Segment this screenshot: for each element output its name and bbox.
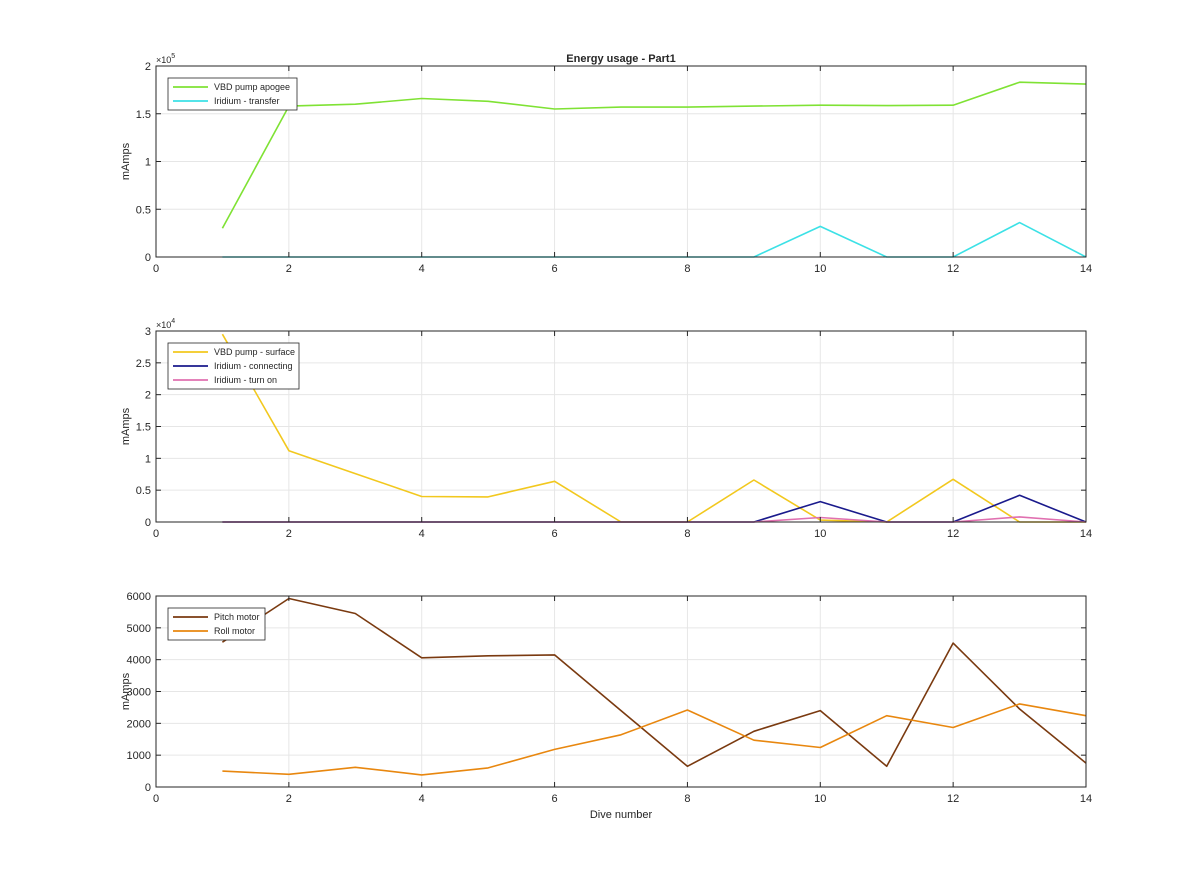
chart-title: Energy usage - Part1 xyxy=(566,53,675,65)
y-tick-label: 6000 xyxy=(127,591,151,603)
y-tick-label: 2.5 xyxy=(136,358,151,370)
series-line-pitch-motor xyxy=(221,597,1087,768)
legend: VBD pump apogee Iridium - transfer xyxy=(167,77,298,111)
x-axis-label: Dive number xyxy=(590,809,653,821)
legend-label: VBD pump apogee xyxy=(214,82,290,92)
x-tick-label: 0 xyxy=(153,793,159,805)
chart-panel-3: 0 2 4 6 8 10 12 14 0 1000 2000 3000 4000 5000 6000 mAmp… xyxy=(120,591,1092,821)
x-tick-label: 0 xyxy=(153,528,159,540)
y-exponent-base: ×10 xyxy=(156,320,171,330)
y-tick-label: 0 xyxy=(145,782,151,794)
legend-box xyxy=(167,607,266,641)
legend: Pitch motor Roll motor xyxy=(167,607,266,641)
x-tick-label: 4 xyxy=(419,793,425,805)
x-tick-label: 8 xyxy=(684,528,690,540)
y-tick-label: 2 xyxy=(145,390,151,402)
y-exponent-power: 5 xyxy=(171,53,175,60)
y-exponent-label: ×104 xyxy=(156,318,175,330)
x-tick-label: 10 xyxy=(814,793,826,805)
legend-label: Pitch motor xyxy=(214,612,260,622)
legend-label: Iridium - transfer xyxy=(214,96,280,106)
y-exponent-base: ×10 xyxy=(156,55,171,65)
y-tick-label: 0 xyxy=(145,252,151,264)
x-tick-label: 12 xyxy=(947,263,959,275)
x-tick-label: 2 xyxy=(286,263,292,275)
legend-label: VBD pump - surface xyxy=(214,347,295,357)
legend-label: Iridium - turn on xyxy=(214,375,277,385)
y-tick-label: 5000 xyxy=(127,623,151,635)
x-tick-label: 8 xyxy=(684,793,690,805)
x-tick-label: 4 xyxy=(419,263,425,275)
y-tick-label: 3 xyxy=(145,326,151,338)
y-tick-label: 1 xyxy=(145,453,151,465)
y-tick-label: 1.5 xyxy=(136,109,151,121)
y-tick-label: 1 xyxy=(145,157,151,169)
x-tick-label: 10 xyxy=(814,528,826,540)
x-tick-label: 14 xyxy=(1080,263,1092,275)
y-tick-label: 2000 xyxy=(127,718,151,730)
y-axis-label: mAmps xyxy=(120,407,132,445)
x-tick-label: 14 xyxy=(1080,793,1092,805)
x-tick-label: 6 xyxy=(552,528,558,540)
legend: VBD pump - surface Iridium - connecting Ir… xyxy=(167,342,300,390)
x-tick-label: 14 xyxy=(1080,528,1092,540)
x-tick-label: 2 xyxy=(286,793,292,805)
x-tick-label: 8 xyxy=(684,263,690,275)
y-tick-label: 1000 xyxy=(127,750,151,762)
y-tick-label: 2 xyxy=(145,61,151,73)
legend-label: Iridium - connecting xyxy=(214,361,293,371)
legend-box xyxy=(167,77,298,111)
series-line-vbd-pump-apogee xyxy=(221,81,1087,229)
x-tick-label: 2 xyxy=(286,528,292,540)
x-tick-label: 0 xyxy=(153,263,159,275)
y-exponent-power: 4 xyxy=(171,318,175,325)
y-tick-label: 0.5 xyxy=(136,485,151,497)
y-tick-label: 0.5 xyxy=(136,204,151,216)
chart-panel-1: 0 2 4 6 8 10 12 14 0 0.5 1 1.5 2 ×105 mAmps Energy usag… xyxy=(120,53,1092,275)
y-tick-label: 4000 xyxy=(127,655,151,667)
y-axis-label: mAmps xyxy=(120,142,132,180)
x-tick-label: 12 xyxy=(947,793,959,805)
y-axis-label: mAmps xyxy=(120,672,132,710)
x-tick-label: 6 xyxy=(552,263,558,275)
y-tick-label: 3000 xyxy=(127,687,151,699)
x-tick-label: 10 xyxy=(814,263,826,275)
y-tick-label: 0 xyxy=(145,517,151,529)
legend-label: Roll motor xyxy=(214,626,255,636)
x-tick-label: 6 xyxy=(552,793,558,805)
y-exponent-label: ×105 xyxy=(156,53,175,65)
series-line-roll-motor xyxy=(222,703,1087,776)
x-tick-label: 4 xyxy=(419,528,425,540)
x-tick-label: 12 xyxy=(947,528,959,540)
y-tick-label: 1.5 xyxy=(136,422,151,434)
